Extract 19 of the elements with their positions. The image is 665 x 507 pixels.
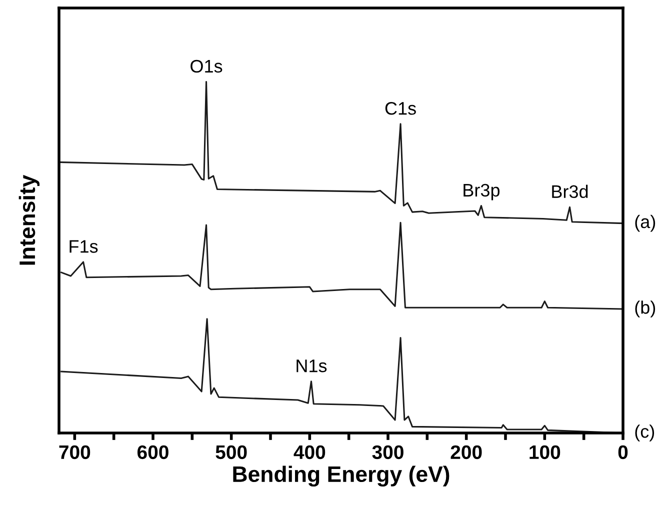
series-label: (a) — [635, 214, 656, 232]
x-tick-label: 100 — [530, 445, 560, 460]
annotation: O1s — [190, 60, 222, 73]
series-label: (b) — [635, 300, 656, 318]
annotation: N1s — [296, 360, 327, 372]
x-tick-label: 500 — [216, 445, 247, 460]
x-tick-label: 300 — [372, 445, 404, 460]
x-tick-label: 600 — [137, 445, 168, 460]
annotation: Br3d — [552, 184, 588, 198]
series-label: (c) — [635, 424, 654, 442]
x-axis-title: Bending Energy (eV) — [233, 466, 450, 487]
annotation: C1s — [385, 102, 416, 115]
x-tick-label: 0 — [618, 445, 628, 460]
x-tick-label: 400 — [294, 445, 326, 460]
annotation: F1s — [70, 240, 98, 253]
x-tick-label: 200 — [450, 445, 482, 460]
annotation: Br3p — [464, 184, 500, 200]
y-axis-title: Intensity — [18, 174, 40, 265]
x-tick-label: 700 — [59, 445, 90, 460]
